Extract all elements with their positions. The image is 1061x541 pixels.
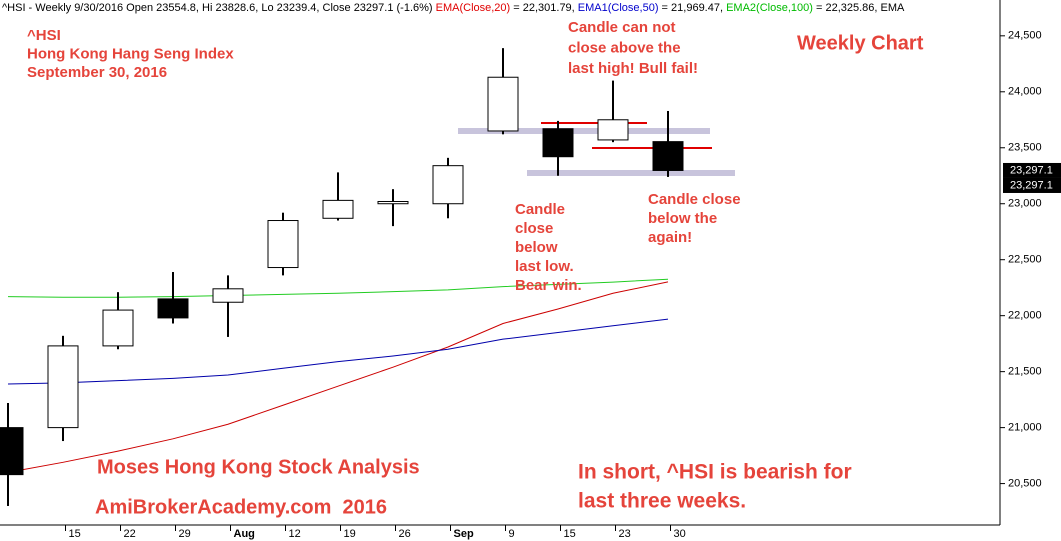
header-part: = 22,325.86, EMA (813, 2, 905, 14)
annotation: Candle can not (568, 19, 676, 36)
annotation: In short, ^HSI is bearish for (578, 461, 852, 484)
ema-line (7, 281, 669, 473)
x-tick-label: 19 (344, 528, 356, 540)
header-part: EMA(Close,20) (436, 2, 511, 14)
candle-body (102, 309, 134, 347)
annotation: ^HSI (27, 27, 61, 44)
x-tick-label: Aug (234, 528, 255, 540)
x-tick-label: 22 (124, 528, 136, 540)
price-tag (1003, 162, 1061, 178)
annotation: below (515, 239, 558, 256)
x-tick-label: 30 (674, 528, 686, 540)
candle-body (542, 128, 574, 158)
annotation: September 30, 2016 (27, 64, 167, 81)
candle-body (487, 76, 519, 132)
annotation: Hong Kong Hang Seng Index (27, 45, 234, 62)
x-tick-label: 12 (289, 528, 301, 540)
candle-body (432, 165, 464, 205)
annotation: below the (648, 210, 717, 227)
header-part: EMA2(Close,100) (726, 2, 813, 14)
annotation: Bear win. (515, 277, 582, 294)
candle-body (377, 200, 409, 205)
y-tick-label: 20,500 (1008, 477, 1042, 489)
price-tag (1003, 177, 1061, 193)
annotation: again! (648, 229, 692, 246)
y-tick-label: 22,000 (1008, 310, 1042, 322)
annotation: close (515, 220, 553, 237)
y-tick-label: 24,000 (1008, 86, 1042, 98)
annotation: Weekly Chart (797, 32, 924, 54)
annotation: Candle close (648, 191, 741, 208)
candle-body (267, 220, 299, 269)
candle-body (652, 141, 684, 171)
y-tick-label: 22,500 (1008, 254, 1042, 266)
x-tick-label: 15 (564, 528, 576, 540)
candle-body (157, 298, 189, 319)
y-tick-label: 23,000 (1008, 198, 1042, 210)
x-tick-label: Sep (454, 528, 474, 540)
y-tick-label: 21,500 (1008, 366, 1042, 378)
candle-body (0, 427, 24, 476)
x-tick-label: 23 (619, 528, 631, 540)
candle-body (212, 288, 244, 303)
x-tick-label: 26 (399, 528, 411, 540)
x-tick-label: 15 (69, 528, 81, 540)
annotation: Moses Hong Kong Stock Analysis (97, 456, 420, 478)
header-part: = 21,969.47, (659, 2, 727, 14)
x-tick-label: 29 (179, 528, 191, 540)
price-tag-label: 23,297.1 (1010, 179, 1053, 191)
annotation: close above the (568, 39, 681, 56)
ema-line (7, 318, 669, 385)
header-part: ^HSI - Weekly 9/30/2016 Open 23554.8, Hi… (2, 2, 436, 14)
annotation: last high! Bull fail! (568, 60, 698, 77)
price-tag-label: 23,297.1 (1010, 164, 1053, 176)
candle-body (47, 345, 79, 429)
header-part: EMA1(Close,50) (578, 2, 659, 14)
annotation: last low. (515, 258, 574, 275)
y-tick-label: 23,500 (1008, 142, 1042, 154)
annotation: Candle (515, 201, 565, 218)
candle-body (597, 119, 629, 141)
x-tick-label: 9 (509, 528, 515, 540)
annotation: AmiBrokerAcademy.com 2016 (95, 496, 387, 518)
header: ^HSI - Weekly 9/30/2016 Open 23554.8, Hi… (2, 2, 905, 14)
annotation: last three weeks. (578, 490, 746, 513)
y-tick-label: 21,000 (1008, 422, 1042, 434)
y-tick-label: 24,500 (1008, 30, 1042, 42)
candle-body (322, 199, 354, 219)
header-part: = 22,301.79, (510, 2, 578, 14)
